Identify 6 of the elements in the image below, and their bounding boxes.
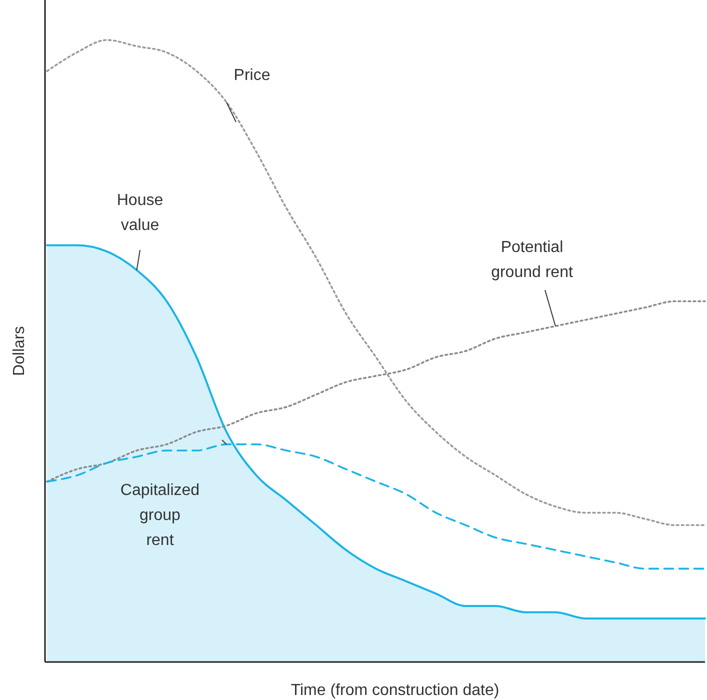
series-label: House value — [116, 192, 164, 234]
x-axis-title: Time (from construction date) — [290, 682, 500, 699]
series-label: Capitalized group rent — [120, 482, 200, 549]
text: Potential ground rent — [491, 239, 574, 281]
y-axis-title: Dollars — [11, 326, 28, 376]
series-label: Price — [234, 67, 270, 84]
